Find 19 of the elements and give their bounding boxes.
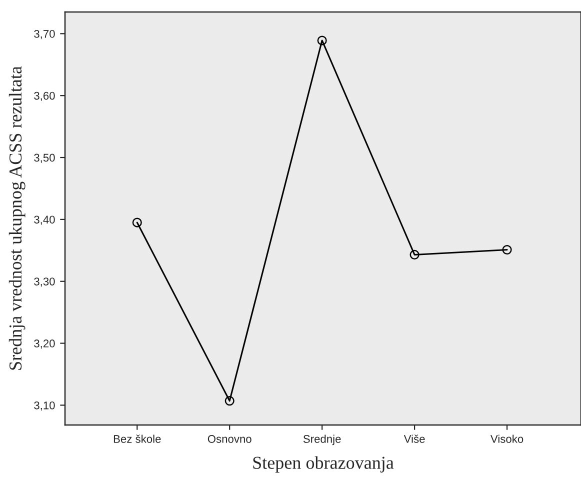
x-tick-label: Bez škole bbox=[114, 434, 161, 443]
y-tick-label: 3,60 bbox=[34, 92, 55, 102]
x-axis-title: Stepen obrazovanja bbox=[253, 456, 394, 473]
y-tick-label: 3,50 bbox=[34, 154, 55, 163]
x-tick-label: Visoko bbox=[490, 434, 524, 443]
y-tick-label: 3,70 bbox=[34, 30, 55, 40]
y-tick-label: 3,20 bbox=[34, 340, 55, 349]
y-tick-label: 3,30 bbox=[34, 278, 55, 287]
point bbox=[132, 218, 142, 228]
y-axis-title: Srednja vrednost ukupnog ACSS rezultata bbox=[8, 66, 26, 370]
x-tick-label: Srednje bbox=[303, 434, 341, 446]
y-tick-label: 3,40 bbox=[34, 216, 55, 225]
point bbox=[224, 396, 234, 406]
x-tick-label: Više bbox=[404, 434, 425, 443]
x-tick-label: Osnovno bbox=[208, 435, 252, 443]
y-tick-label: 3,10 bbox=[34, 401, 55, 411]
point bbox=[410, 250, 420, 260]
point bbox=[502, 244, 512, 255]
point bbox=[317, 36, 327, 46]
